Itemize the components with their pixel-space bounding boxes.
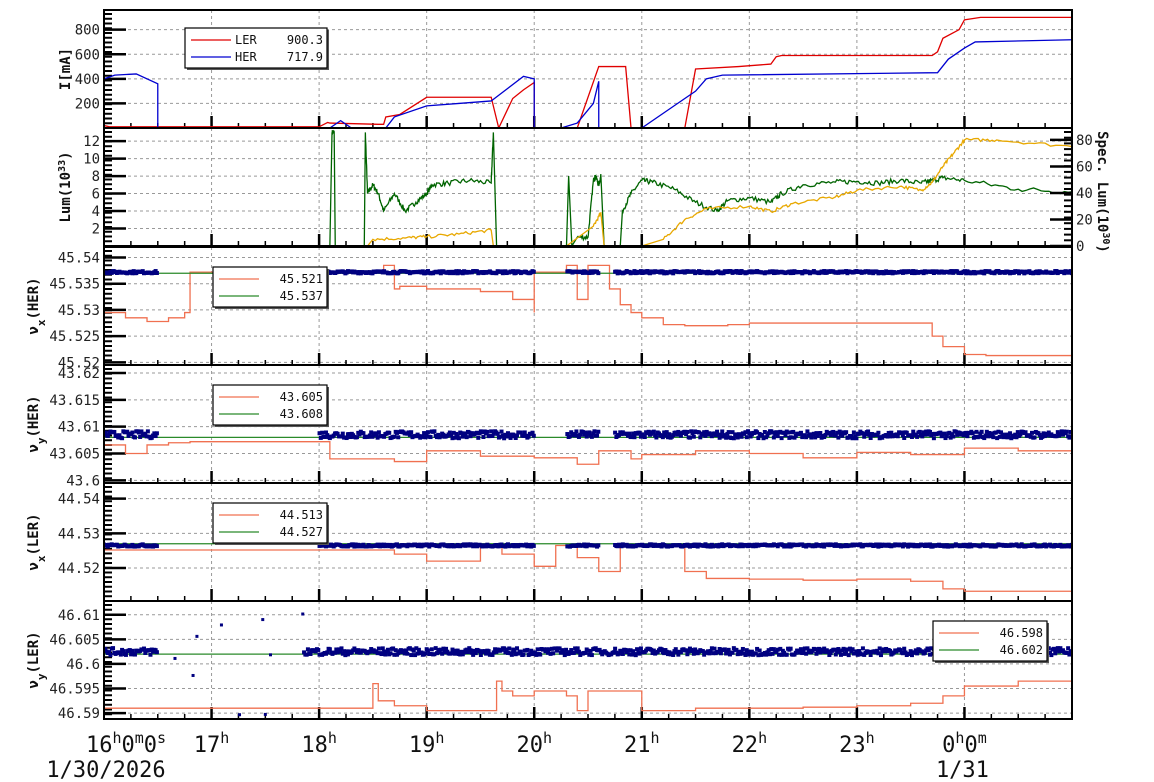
y2-tick-label: 40 [1076, 186, 1093, 202]
setpoint-step-line [104, 676, 1072, 712]
y-tick-label: 45.525 [49, 329, 100, 345]
legend-value: 44.513 [280, 508, 323, 522]
x-tick-label: 16h0m0s [86, 729, 166, 758]
y-tick-label: 45.54 [58, 250, 100, 266]
legend: 43.605 43.608 [212, 384, 329, 427]
legend-box [212, 384, 328, 426]
series-her [104, 39, 1072, 128]
x-date-label: 1/31 [936, 758, 989, 782]
legend-value: 45.521 [280, 272, 323, 286]
x-tick-label: 18h [301, 729, 337, 758]
legend-box [932, 620, 1048, 662]
y2-axis-label: Spec. Lum(1030) [1094, 131, 1112, 253]
y2-tick-label: 60 [1076, 159, 1093, 175]
plot-area [104, 429, 1072, 465]
y-tick-label: 600 [75, 47, 100, 63]
y-axis-label: νx(HER) [26, 277, 48, 334]
y-tick-label: 6 [92, 187, 100, 203]
y2-tick-label: 20 [1076, 212, 1093, 228]
legend-value: 43.605 [280, 390, 323, 404]
plot-area [104, 264, 1072, 357]
y-axis-label: νx(LER) [26, 513, 48, 570]
legend-box [184, 27, 328, 69]
panel-luminosity: 2 46 810 12 Lum(1033) 0 20 40 60 80 Spec. Lum(1030… [57, 127, 1112, 255]
legend: 46.598 46.602 [932, 620, 1049, 663]
y-tick-label: 2 [92, 222, 100, 238]
y-axis-label: νy(HER) [26, 395, 48, 452]
y-tick-label: 44.52 [58, 561, 100, 577]
setpoint-step-line [104, 544, 1072, 592]
plot-area [104, 16, 1072, 128]
legend-box [212, 502, 328, 544]
y-tick-label: 43.61 [58, 420, 100, 436]
y-tick-label: 10 [83, 152, 100, 168]
y-tick-label: 44.54 [58, 492, 100, 508]
y-tick-label: 46.61 [58, 608, 100, 624]
y-tick-label: 12 [83, 134, 100, 150]
y-tick-label: 46.605 [49, 632, 100, 648]
y-tick-label: 45.53 [58, 303, 100, 319]
legend-value: 45.537 [280, 289, 323, 303]
y-tick-label: 46.59 [58, 706, 100, 722]
panel-nux-ler: 44.52 44.53 44.54 νx(LER) 44.513 44.527 [26, 482, 1073, 602]
panel-nux-her: 45.52 45.525 45.53 45.535 45.54 νx(HER) 45.521… [26, 246, 1073, 371]
legend-value: 44.527 [280, 525, 323, 539]
x-tick-label: 0h0m [942, 729, 987, 758]
plot-area [104, 542, 1072, 592]
y-axis-label: Lum(1033) [57, 151, 75, 222]
panel-frame [103, 600, 1073, 720]
x-tick-label: 17h [194, 729, 230, 758]
legend: 44.513 44.527 [212, 502, 329, 545]
setpoint-step-line [104, 441, 1072, 465]
legend: LER 900.3 HER 717.9 [184, 27, 329, 70]
y-tick-label: 44.53 [58, 526, 100, 542]
measured-tune-points [104, 268, 1072, 276]
x-tick-label: 20h [516, 729, 552, 758]
setpoint-step-line [104, 264, 1072, 357]
series-ler [104, 16, 1072, 128]
y2-tick-label: 0 [1076, 239, 1084, 255]
y-tick-label: 46.6 [66, 657, 100, 673]
y-tick-label: 4 [92, 204, 100, 220]
legend: 45.521 45.537 [212, 266, 329, 309]
x-tick-label: 21h [624, 729, 660, 758]
y-tick-label: 400 [75, 72, 100, 88]
legend-value: 900.3 [287, 33, 323, 47]
measured-tune-points [104, 429, 1072, 441]
legend-value: 43.608 [280, 407, 323, 421]
legend-value: 46.598 [1000, 626, 1043, 640]
y-axis-label: I[mA] [58, 48, 74, 90]
y-tick-label: 8 [92, 169, 100, 185]
y-tick-label: 43.605 [49, 447, 100, 463]
plot-area [104, 129, 1072, 246]
series-specific-luminosity [104, 137, 1072, 246]
x-tick-label: 22h [732, 729, 768, 758]
y-tick-label: 43.6 [66, 473, 100, 489]
y-tick-label: 800 [75, 23, 100, 39]
y-axis-label: νy(LER) [26, 631, 48, 688]
y2-tick-label: 80 [1076, 133, 1093, 149]
series-luminosity [104, 129, 1072, 246]
x-tick-label: 19h [409, 729, 445, 758]
x-tick-label: 23h [839, 729, 875, 758]
x-date-label: 1/30/2026 [46, 758, 165, 782]
legend-label: HER [235, 50, 257, 64]
legend-value: 46.602 [1000, 643, 1043, 657]
measured-tune-points [104, 542, 1072, 549]
y-tick-label: 43.615 [49, 393, 100, 409]
legend-label: LER [235, 33, 257, 47]
y-tick-label: 200 [75, 96, 100, 112]
y-tick-label: 43.62 [58, 366, 100, 382]
y-tick-label: 46.595 [49, 682, 100, 698]
legend-box [212, 266, 328, 308]
legend-value: 717.9 [287, 50, 323, 64]
y-tick-label: 45.52 [58, 355, 100, 371]
y-tick-label: 45.535 [49, 277, 100, 293]
